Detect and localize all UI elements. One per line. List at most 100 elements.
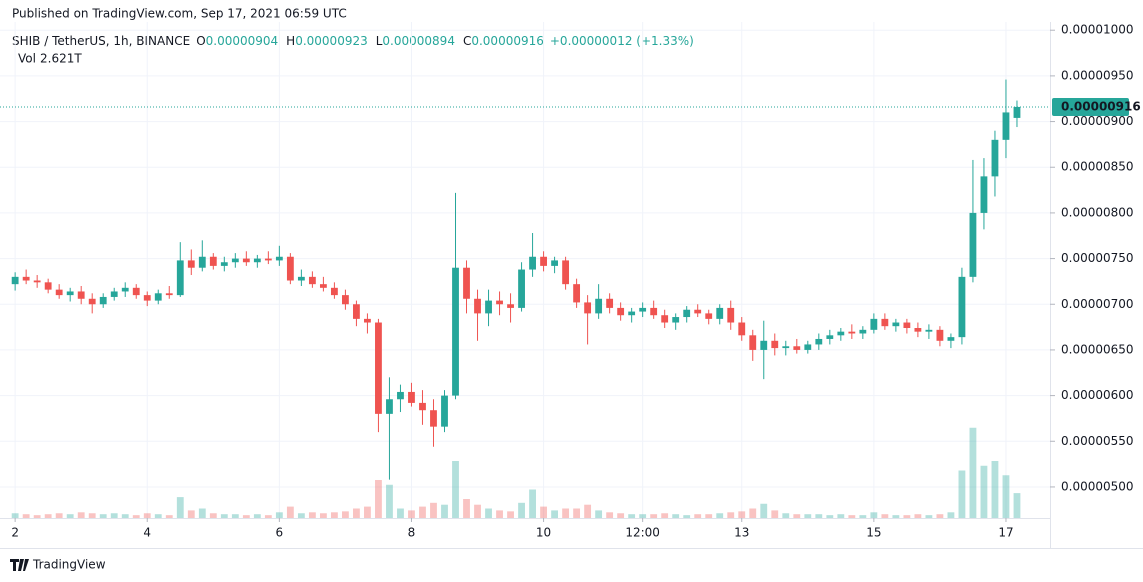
volume-bar bbox=[628, 514, 636, 518]
candle-body bbox=[694, 309, 702, 314]
candle-body bbox=[165, 293, 173, 296]
volume-bar bbox=[859, 515, 867, 518]
candle-body bbox=[198, 256, 206, 268]
x-tick-label: 13 bbox=[734, 526, 749, 540]
volume-bar bbox=[1013, 493, 1021, 518]
candle-body bbox=[914, 328, 922, 332]
candle-body bbox=[584, 302, 592, 314]
volume-bar bbox=[408, 510, 415, 518]
candle-body bbox=[474, 298, 481, 314]
volume-bar bbox=[430, 502, 437, 518]
volume-bar bbox=[176, 497, 184, 518]
y-tick-label: 0.00000850 bbox=[1061, 160, 1134, 174]
published: Published on TradingView.com, Sep 17, 20… bbox=[12, 7, 347, 21]
candle-body bbox=[452, 267, 459, 396]
volume-bar bbox=[55, 513, 63, 518]
volume-bar bbox=[474, 504, 481, 518]
volume-bar bbox=[88, 513, 96, 518]
candle-body bbox=[881, 318, 889, 327]
volume-bar bbox=[375, 480, 382, 518]
volume-bar bbox=[220, 514, 228, 518]
ohlc-key: L bbox=[376, 34, 383, 48]
volume-bar bbox=[154, 514, 162, 518]
volume-bar bbox=[969, 427, 977, 518]
candle-body bbox=[859, 329, 867, 334]
volume-bar bbox=[66, 514, 74, 518]
candle-body bbox=[66, 291, 74, 296]
volume-bar bbox=[771, 510, 779, 518]
x-tick-label: 2 bbox=[11, 526, 19, 540]
candle-body bbox=[55, 289, 63, 296]
x-tick-label: 15 bbox=[866, 526, 881, 540]
ohlc-key: O bbox=[196, 34, 205, 48]
candle-body bbox=[683, 309, 691, 318]
candle-body bbox=[231, 258, 239, 263]
candle-body bbox=[375, 322, 382, 414]
volume-bar bbox=[749, 508, 757, 518]
candle-body bbox=[275, 256, 283, 261]
candle-body bbox=[738, 322, 746, 336]
candle-body bbox=[386, 399, 393, 414]
candle-body bbox=[782, 346, 790, 349]
candle-body bbox=[463, 267, 470, 299]
volume-bar bbox=[573, 508, 581, 518]
volume-bar bbox=[903, 515, 911, 518]
volume-bar bbox=[584, 504, 592, 518]
volume-bar bbox=[143, 513, 151, 518]
vol-value: 2.621T bbox=[40, 52, 82, 66]
volume-bar bbox=[683, 515, 691, 518]
volume-bar bbox=[881, 514, 889, 518]
last-price-badge bbox=[1052, 97, 1129, 116]
candle-body bbox=[771, 340, 779, 349]
candle-body bbox=[209, 256, 217, 266]
candle-body bbox=[870, 318, 878, 330]
candle-body bbox=[606, 298, 614, 308]
volume-bar bbox=[364, 506, 371, 518]
volume-bar bbox=[551, 510, 558, 518]
candle-body bbox=[297, 276, 305, 281]
volume-bar bbox=[77, 512, 85, 518]
candle-body bbox=[154, 293, 162, 301]
candle-body bbox=[308, 276, 316, 285]
candle-body bbox=[99, 296, 107, 305]
candle-body bbox=[353, 304, 360, 319]
y-tick-label: 0.00000650 bbox=[1061, 342, 1134, 356]
y-tick-label: 0.00000800 bbox=[1061, 205, 1134, 219]
y-tick-label: 0.00000550 bbox=[1061, 434, 1134, 448]
candle-body bbox=[727, 307, 735, 323]
volume-bar bbox=[485, 508, 492, 518]
x-tick-label: 10 bbox=[536, 526, 551, 540]
volume-bar bbox=[518, 502, 525, 518]
y-tick-label: 0.00000950 bbox=[1061, 68, 1134, 82]
candle-body bbox=[661, 315, 669, 323]
last-price-label: 0.00000916 bbox=[1061, 99, 1141, 113]
volume-bar bbox=[33, 515, 41, 518]
vol-key: Vol bbox=[18, 52, 36, 66]
volume-bar bbox=[187, 510, 195, 518]
candle-body bbox=[77, 291, 85, 299]
volume-bar bbox=[716, 513, 724, 518]
candle-body bbox=[925, 329, 933, 332]
candle-body bbox=[286, 256, 294, 281]
volume-bar bbox=[529, 489, 536, 518]
volume-bar bbox=[804, 514, 812, 518]
volume-bar bbox=[507, 511, 514, 518]
volume-bar bbox=[253, 514, 261, 518]
volume-bar bbox=[22, 514, 30, 518]
candle-body bbox=[88, 298, 96, 305]
volume-bar bbox=[353, 508, 360, 518]
volume-bar bbox=[264, 515, 272, 518]
candle-body bbox=[595, 298, 603, 314]
volume-bar bbox=[672, 514, 680, 518]
y-tick-label: 0.00000900 bbox=[1061, 114, 1134, 128]
candle-body bbox=[991, 139, 999, 177]
candle-body bbox=[529, 256, 536, 270]
ohlc-key: C bbox=[463, 34, 471, 48]
legend-text: SHIB / TetherUS, 1h, BINANCE O0.00000904 H… bbox=[12, 34, 694, 48]
volume-bar bbox=[397, 508, 404, 518]
change: +0.00000012 (+1.33%) bbox=[550, 34, 694, 48]
candle-body bbox=[958, 276, 966, 338]
volume-bar bbox=[661, 513, 669, 518]
volume-bar bbox=[639, 514, 647, 518]
